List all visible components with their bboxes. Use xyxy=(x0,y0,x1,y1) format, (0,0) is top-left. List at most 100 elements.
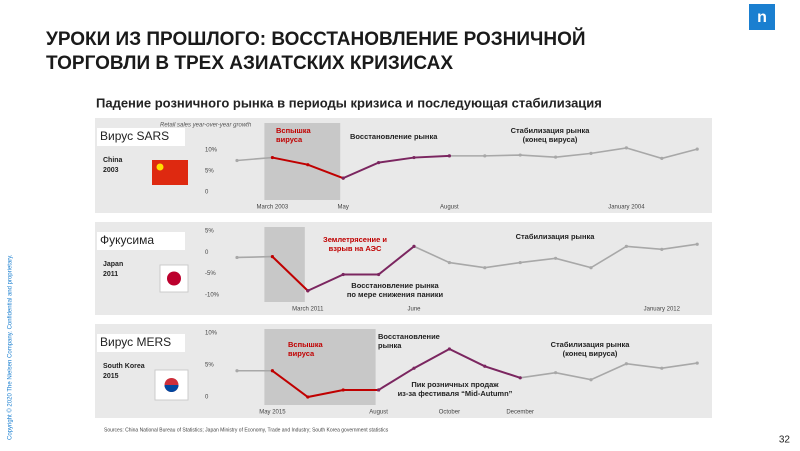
annotation: Восстановление xyxy=(378,332,440,341)
point xyxy=(554,371,558,375)
country: South Korea xyxy=(103,363,145,370)
x-tick-label: January 2012 xyxy=(644,307,681,313)
point xyxy=(695,242,699,246)
point xyxy=(695,361,699,365)
y-tick-label: 0 xyxy=(205,190,209,196)
year: 2003 xyxy=(103,167,119,174)
point xyxy=(447,154,451,158)
highlight xyxy=(264,329,376,405)
x-tick-label: August xyxy=(369,410,388,416)
annotation: Вспышка xyxy=(288,340,324,349)
label-box xyxy=(97,334,185,352)
year: 2015 xyxy=(103,373,119,380)
series-line xyxy=(342,154,450,180)
point xyxy=(624,362,629,366)
point xyxy=(270,369,274,373)
point xyxy=(589,266,593,270)
x-tick-label: March 2011 xyxy=(292,307,324,313)
point xyxy=(624,244,629,248)
point xyxy=(235,158,239,163)
point xyxy=(624,146,629,150)
point xyxy=(306,289,310,293)
flag-disc xyxy=(167,271,181,286)
point xyxy=(377,272,381,277)
y-tick-label: -10% xyxy=(205,293,220,299)
point xyxy=(412,244,416,248)
point xyxy=(377,161,381,165)
point xyxy=(341,388,345,392)
point xyxy=(695,147,699,151)
country: Japan xyxy=(103,261,123,268)
y-label: Retail sales year-over-year growth xyxy=(160,123,252,129)
point xyxy=(270,255,274,259)
annotation: Стабилизация рынка xyxy=(516,232,596,241)
logo-letter: n xyxy=(757,9,767,26)
panel-title: Вирус MERS xyxy=(100,335,171,349)
title-line: УРОКИ ИЗ ПРОШЛОГО: ВОССТАНОВЛЕНИЕ РОЗНИЧ… xyxy=(46,28,586,50)
y-tick-label: 10% xyxy=(205,148,218,154)
point xyxy=(377,388,381,392)
point xyxy=(660,156,664,160)
title-line: ТОРГОВЛИ В ТРЕХ АЗИАТСКИХ КРИЗИСАХ xyxy=(46,53,453,74)
annotation: вируса xyxy=(288,349,315,358)
point xyxy=(447,260,451,265)
y-tick-label: 0 xyxy=(205,250,209,256)
point xyxy=(270,155,274,160)
flag-star xyxy=(156,163,164,171)
annotation: Стабилизация рынка xyxy=(511,126,591,135)
point xyxy=(447,347,451,351)
point xyxy=(235,255,239,260)
annotation: по мере снижения паники xyxy=(347,290,444,299)
x-tick-label: August xyxy=(440,205,459,211)
flag xyxy=(152,160,188,185)
subtitle: Падение розничного рынка в периоды кризи… xyxy=(96,95,602,110)
page-number: 32 xyxy=(779,435,791,446)
point xyxy=(589,151,593,155)
annotation: Восстановление рынка xyxy=(351,281,439,290)
point xyxy=(483,266,487,270)
point xyxy=(554,256,558,260)
annotation: из-за фестиваля “Mid-Autumn” xyxy=(398,389,513,398)
point xyxy=(341,272,345,277)
annotation: Пик розничных продаж xyxy=(411,380,499,389)
panel xyxy=(95,222,712,315)
series-line xyxy=(307,245,415,292)
panel-title: Вирус SARS xyxy=(100,129,169,143)
series-line xyxy=(236,147,698,162)
point xyxy=(235,369,239,373)
point xyxy=(412,366,416,370)
flag-disc-bottom xyxy=(164,385,179,393)
annotation: рынка xyxy=(378,341,402,350)
annotation: Стабилизация рынка xyxy=(551,340,631,349)
country: China xyxy=(103,157,123,164)
point xyxy=(412,155,416,160)
series-line xyxy=(271,369,379,399)
annotation: (конец вируса) xyxy=(563,349,618,358)
highlight xyxy=(264,227,305,302)
point xyxy=(589,378,593,382)
x-tick-label: March 2003 xyxy=(257,205,289,211)
x-tick-label: June xyxy=(407,307,421,313)
series-line xyxy=(271,255,309,292)
label-box xyxy=(97,232,185,250)
sources: Sources: China National Bureau of Statis… xyxy=(104,427,389,433)
annotation: Восстановление рынка xyxy=(350,132,438,141)
panel-title: Фукусима xyxy=(100,233,154,247)
point xyxy=(518,376,522,380)
copyright: Copyright © 2020 The Nielsen Company. Co… xyxy=(7,254,14,440)
point xyxy=(306,395,310,399)
x-tick-label: October xyxy=(439,410,460,416)
x-tick-label: January 2004 xyxy=(608,205,645,211)
y-tick-label: 5% xyxy=(205,363,214,369)
point xyxy=(341,176,345,180)
x-tick-label: May 2015 xyxy=(259,410,286,416)
y-tick-label: 0 xyxy=(205,395,209,401)
y-tick-label: 5% xyxy=(205,169,214,175)
series-line xyxy=(237,362,698,381)
annotation: (конец вируса) xyxy=(523,135,578,144)
point xyxy=(518,153,522,157)
y-tick-label: 5% xyxy=(205,229,214,235)
logo xyxy=(749,4,775,30)
annotation: Вспышка xyxy=(276,126,312,135)
